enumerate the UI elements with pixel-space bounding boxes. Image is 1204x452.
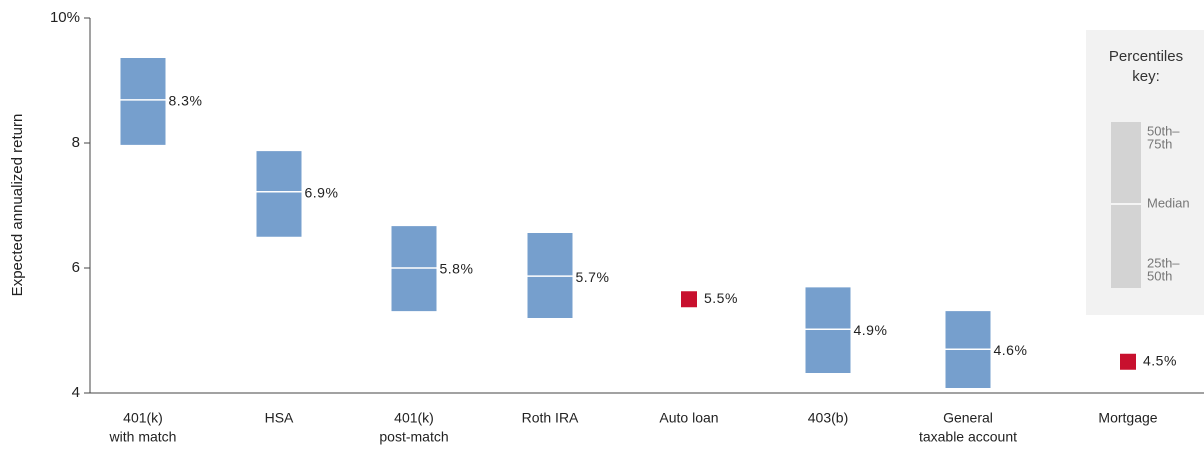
- box-lower: [120, 99, 166, 145]
- box-upper: [945, 311, 991, 350]
- x-tick-label: 401(k): [123, 410, 163, 426]
- key-lower: 25th–: [1147, 255, 1180, 270]
- key-median-label: Median: [1147, 195, 1190, 210]
- key-lower: 50th: [1147, 268, 1172, 283]
- data-label: 4.9%: [854, 322, 888, 338]
- y-tick-label: 10%: [50, 9, 80, 26]
- x-tick-label: General: [943, 410, 993, 426]
- x-tick-label: taxable account: [919, 429, 1017, 445]
- y-tick-label: 6: [72, 259, 80, 276]
- box-upper: [391, 226, 437, 268]
- x-tick-label: 401(k): [394, 410, 434, 426]
- box-lower: [805, 329, 851, 373]
- data-label: 5.8%: [440, 261, 474, 277]
- box-lower: [391, 268, 437, 312]
- y-tick-label: 8: [72, 134, 80, 151]
- data-label: 6.9%: [305, 184, 339, 200]
- box-upper: [256, 151, 302, 192]
- x-tick-label: Auto loan: [659, 410, 718, 426]
- y-axis-label: Expected annualized return: [9, 114, 26, 297]
- y-tick-label: 4: [72, 384, 80, 401]
- x-tick-label: 403(b): [808, 410, 848, 426]
- box-lower: [256, 191, 302, 237]
- data-label: 8.3%: [169, 93, 203, 109]
- key-bar: [1111, 122, 1141, 288]
- x-tick-label: with match: [109, 429, 177, 445]
- point: [1120, 353, 1136, 370]
- x-tick-label: Mortgage: [1098, 410, 1157, 426]
- key-upper: 50th–: [1147, 123, 1180, 138]
- box-upper: [120, 58, 166, 100]
- box-upper: [527, 233, 573, 277]
- point: [681, 291, 697, 308]
- data-label: 4.6%: [994, 342, 1028, 358]
- box-upper: [805, 287, 851, 330]
- box-lower: [945, 349, 991, 388]
- x-tick-label: Roth IRA: [522, 410, 579, 426]
- key-title: Percentiles: [1109, 48, 1183, 65]
- key-panel: [1086, 30, 1204, 315]
- data-label: 5.7%: [576, 269, 610, 285]
- data-label: 5.5%: [704, 290, 738, 306]
- key-upper: 75th: [1147, 136, 1172, 151]
- x-tick-label: post-match: [379, 429, 448, 445]
- box-lower: [527, 276, 573, 318]
- key-title: key:: [1132, 68, 1160, 85]
- data-label: 4.5%: [1143, 352, 1177, 368]
- x-tick-label: HSA: [265, 410, 294, 426]
